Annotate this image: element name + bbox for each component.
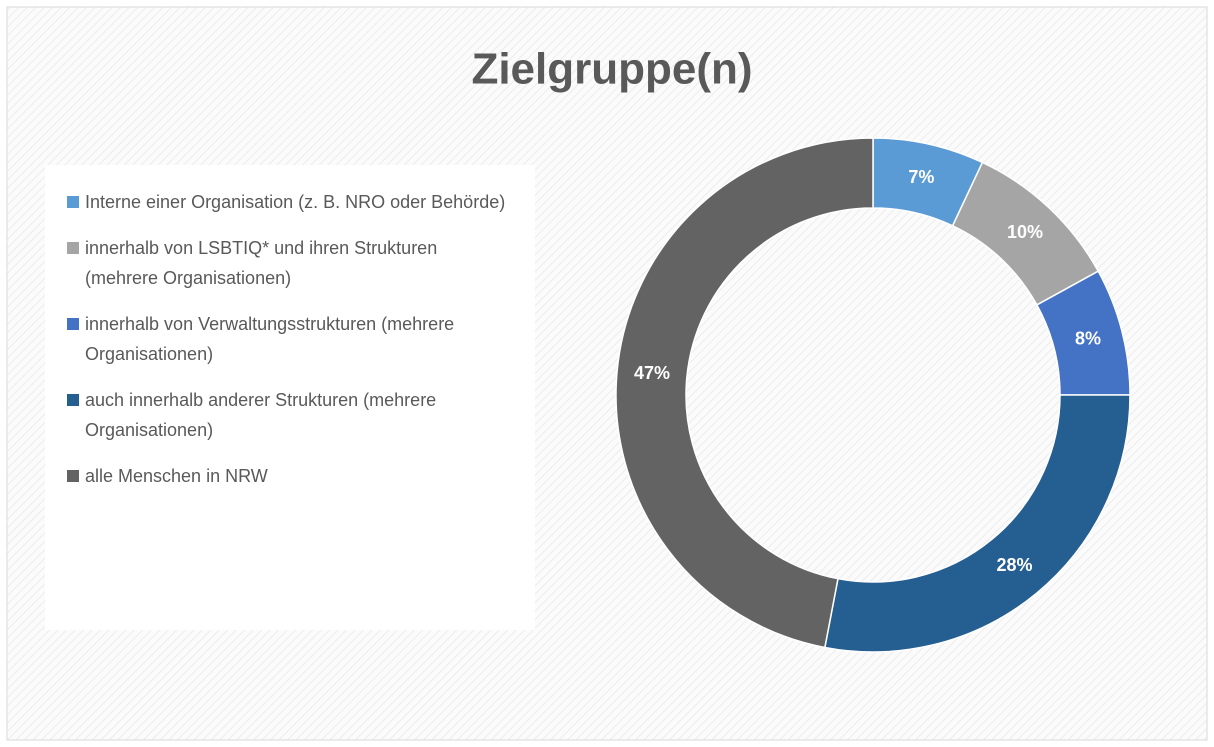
legend-label: innerhalb von LSBTIQ* und ihren Struktur… bbox=[85, 238, 438, 288]
legend-label: innerhalb von Verwaltungsstrukturen (meh… bbox=[85, 314, 455, 364]
legend-swatch bbox=[67, 242, 79, 254]
legend-label: alle Menschen in NRW bbox=[85, 466, 268, 486]
data-label: 8% bbox=[1075, 329, 1101, 349]
data-label: 10% bbox=[1007, 222, 1043, 242]
chart-title: Zielgruppe(n) bbox=[471, 45, 752, 94]
legend-swatch bbox=[67, 318, 79, 330]
donut-segment bbox=[823, 394, 1131, 653]
donut: 7% 10% 8% 28% 47% bbox=[615, 137, 1131, 653]
data-label: 47% bbox=[634, 363, 670, 383]
legend-item: innerhalb von LSBTIQ* und ihren Struktur… bbox=[67, 233, 515, 293]
legend-item: alle Menschen in NRW bbox=[67, 461, 515, 491]
data-label: 7% bbox=[908, 167, 934, 187]
legend-swatch bbox=[67, 470, 79, 482]
legend-swatch bbox=[67, 196, 79, 208]
legend-item: Interne einer Organisation (z. B. NRO od… bbox=[67, 187, 515, 217]
legend-item: innerhalb von Verwaltungsstrukturen (meh… bbox=[67, 309, 515, 369]
legend-item: auch innerhalb anderer Strukturen (mehre… bbox=[67, 385, 515, 445]
data-label: 28% bbox=[996, 555, 1032, 575]
legend: Interne einer Organisation (z. B. NRO od… bbox=[45, 165, 535, 630]
legend-swatch bbox=[67, 394, 79, 406]
legend-label: auch innerhalb anderer Strukturen (mehre… bbox=[85, 390, 437, 440]
donut-segment bbox=[615, 137, 874, 649]
legend-label: Interne einer Organisation (z. B. NRO od… bbox=[85, 192, 506, 212]
